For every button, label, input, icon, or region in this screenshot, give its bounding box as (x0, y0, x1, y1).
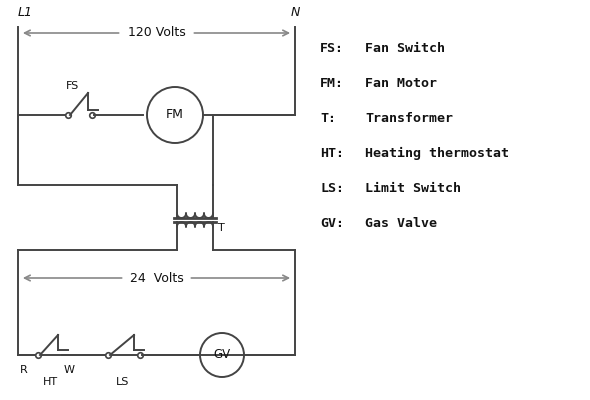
Text: Gas Valve: Gas Valve (365, 217, 437, 230)
Text: T:: T: (320, 112, 336, 125)
Text: FS: FS (66, 81, 79, 91)
Text: HT: HT (42, 377, 58, 387)
Text: FM: FM (166, 108, 184, 122)
Text: LS: LS (116, 377, 130, 387)
Text: R: R (20, 365, 28, 375)
Text: FS:: FS: (320, 42, 344, 55)
Text: N: N (291, 6, 300, 19)
Text: W: W (64, 365, 75, 375)
Text: Fan Switch: Fan Switch (365, 42, 445, 55)
Text: GV: GV (214, 348, 231, 362)
Text: 24  Volts: 24 Volts (130, 272, 183, 284)
Text: Heating thermostat: Heating thermostat (365, 147, 509, 160)
Text: LS:: LS: (320, 182, 344, 195)
Text: GV:: GV: (320, 217, 344, 230)
Text: T: T (218, 223, 225, 233)
Text: L1: L1 (18, 6, 33, 19)
Text: HT:: HT: (320, 147, 344, 160)
Text: FM:: FM: (320, 77, 344, 90)
Text: Transformer: Transformer (365, 112, 453, 125)
Text: 120 Volts: 120 Volts (127, 26, 185, 40)
Text: Fan Motor: Fan Motor (365, 77, 437, 90)
Text: Limit Switch: Limit Switch (365, 182, 461, 195)
